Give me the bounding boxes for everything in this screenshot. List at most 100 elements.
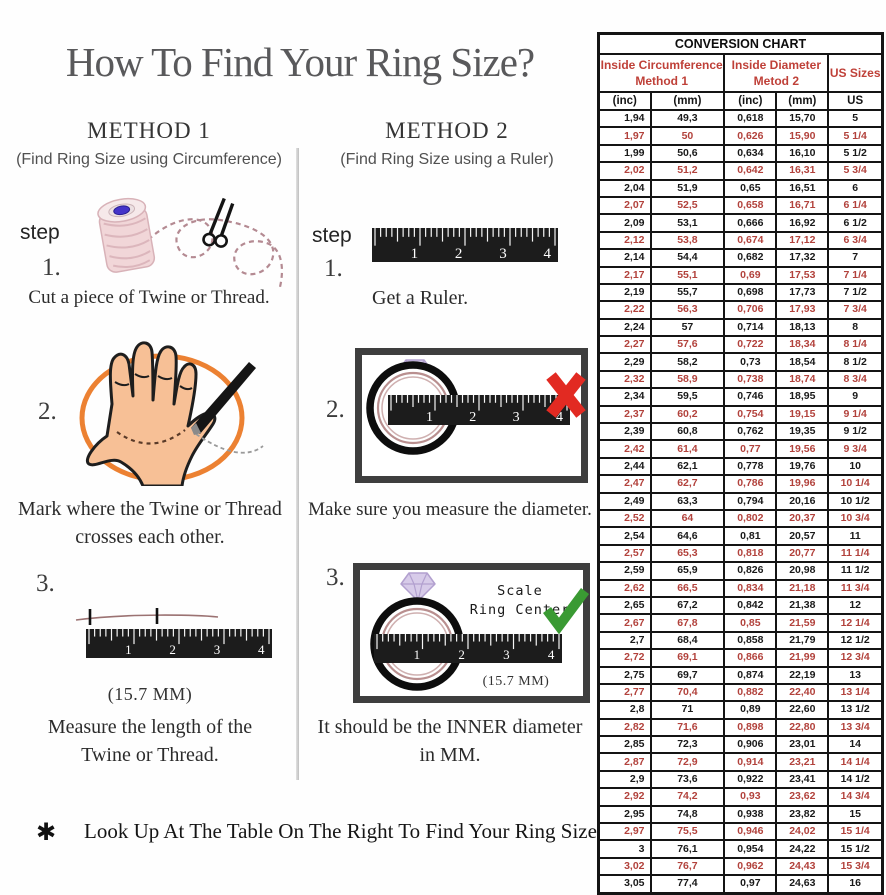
table-cell: 23,21 — [775, 752, 830, 772]
table-cell: 23,82 — [775, 804, 830, 825]
table-cell: 21,38 — [775, 595, 830, 616]
table-cell: 13 — [827, 665, 884, 685]
svg-text:2: 2 — [169, 642, 176, 657]
table-cell: 18,34 — [775, 335, 830, 355]
group-header-diameter: Inside Diameter Metod 2 — [723, 53, 830, 93]
table-cell: 19,76 — [775, 456, 830, 477]
table-cell: 15 3/4 — [827, 856, 884, 877]
table-row: 2,87 72,9 0,914 23,21 14 1/4 — [597, 752, 884, 772]
table-cell: 0,626 — [723, 126, 778, 146]
table-row: 2,27 57,6 0,722 18,34 8 1/4 — [597, 335, 884, 355]
table-cell: 70,4 — [649, 682, 726, 703]
ruler-illustration-method2-step1: 1 2 3 4 — [372, 228, 558, 262]
table-row: 2,12 53,8 0,674 17,12 6 3/4 — [597, 230, 884, 251]
table-cell: 2,7 — [597, 630, 652, 651]
table-cell: 12 1/4 — [827, 613, 884, 633]
table-cell: 0,778 — [723, 456, 778, 477]
table-cell: 3,02 — [597, 856, 652, 877]
table-cell: 15 1/4 — [827, 821, 884, 842]
table-row: 2,14 54,4 0,682 17,32 7 — [597, 248, 884, 268]
method1-step3-caption-line1: Measure the length of the — [47, 716, 253, 738]
table-row: 2,85 72,3 0,906 23,01 14 — [597, 735, 884, 755]
table-cell: 0,714 — [723, 317, 778, 338]
method2-subtitle: (Find Ring Size using a Ruler) — [340, 151, 554, 168]
table-cell: 64,6 — [649, 526, 726, 546]
table-cell: 2,72 — [597, 648, 652, 668]
group2-line1: Inside Diameter — [731, 58, 822, 72]
table-cell: 0,818 — [723, 543, 778, 564]
finger-joint-lines — [114, 373, 193, 391]
table-cell: 0,738 — [723, 369, 778, 390]
table-cell: 60,2 — [649, 404, 726, 425]
table-cell: 51,2 — [649, 161, 726, 181]
method1-header: METHOD 1 (Find Ring Size using Circumfer… — [0, 118, 298, 169]
table-cell: 20,16 — [775, 491, 830, 512]
svg-text:2: 2 — [458, 647, 465, 662]
table-cell: 58,2 — [649, 352, 726, 372]
table-row: 2,19 55,7 0,698 17,73 7 1/2 — [597, 282, 884, 303]
table-cell: 2,44 — [597, 456, 652, 477]
table-cell: 50,6 — [649, 143, 726, 164]
table-cell: 18,74 — [775, 369, 830, 390]
table-cell: 0,93 — [723, 787, 778, 807]
method1-step2-caption-line1: Mark where the Twine or Thread — [18, 498, 282, 520]
table-cell: 2,97 — [597, 821, 652, 842]
table-cell: 20,98 — [775, 561, 830, 581]
table-cell: 9 — [827, 387, 884, 407]
table-row: 2,34 59,5 0,746 18,95 9 — [597, 387, 884, 407]
hand-marking-illustration — [79, 341, 264, 486]
unit-col5: US — [827, 91, 884, 111]
svg-text:1: 1 — [125, 642, 132, 657]
method1-step-label: step — [20, 221, 60, 244]
table-cell: 77,4 — [649, 874, 726, 895]
group2-line2: Metod 2 — [753, 74, 800, 88]
method2-step2-caption: Make sure you measure the diameter. — [308, 499, 592, 520]
annotation-line1: Scale — [497, 583, 543, 599]
table-cell: 12 1/2 — [827, 630, 884, 651]
table-cell: 2,04 — [597, 178, 652, 198]
table-cell: 16,31 — [775, 161, 830, 181]
table-cell: 76,1 — [649, 839, 726, 859]
diamond-icon — [400, 572, 436, 602]
table-cell: 2,57 — [597, 543, 652, 564]
method2-step2-number: 2. — [326, 396, 345, 423]
table-cell: 0,698 — [723, 282, 778, 303]
table-cell: 22,60 — [775, 700, 830, 720]
group-header-circumference: Inside Circumference Method 1 — [597, 53, 726, 93]
table-cell: 0,706 — [723, 300, 778, 320]
table-cell: 7 — [827, 248, 884, 268]
table-cell: 9 1/4 — [827, 404, 884, 425]
table-row: 2,72 69,1 0,866 21,99 12 3/4 — [597, 648, 884, 668]
wrong-measure-diagram: 1 2 3 4 — [355, 348, 588, 483]
table-cell: 75,5 — [649, 821, 726, 842]
table-cell: 10 1/4 — [827, 474, 884, 494]
method1-step3-caption-line2: Twine or Thread. — [81, 744, 219, 766]
table-cell: 1,99 — [597, 143, 652, 164]
table-cell: 2,27 — [597, 335, 652, 355]
table-cell: 2,9 — [597, 769, 652, 790]
table-cell: 11 1/2 — [827, 561, 884, 581]
table-row: 3,05 77,4 0,97 24,63 16 — [597, 874, 884, 895]
table-cell: 2,12 — [597, 230, 652, 251]
table-cell: 6 — [827, 178, 884, 198]
table-cell: 57,6 — [649, 335, 726, 355]
table-cell: 2,75 — [597, 665, 652, 685]
table-cell: 5 3/4 — [827, 161, 884, 181]
svg-text:3: 3 — [214, 642, 221, 657]
table-row: 2,07 52,5 0,658 16,71 6 1/4 — [597, 195, 884, 216]
table-cell: 50 — [649, 126, 726, 146]
table-cell: 20,37 — [775, 508, 830, 529]
table-row: 2,09 53,1 0,666 16,92 6 1/2 — [597, 213, 884, 233]
table-title-row: CONVERSION CHART — [597, 32, 884, 55]
table-row: 2,75 69,7 0,874 22,19 13 — [597, 665, 884, 685]
table-cell: 22,19 — [775, 665, 830, 685]
table-cell: 1,97 — [597, 126, 652, 146]
table-cell: 8 — [827, 317, 884, 338]
table-cell: 11 — [827, 526, 884, 546]
table-cell: 0,938 — [723, 804, 778, 825]
svg-text:3: 3 — [499, 246, 507, 262]
table-cell: 0,882 — [723, 682, 778, 703]
table-cell: 0,802 — [723, 508, 778, 529]
table-cell: 2,22 — [597, 300, 652, 320]
